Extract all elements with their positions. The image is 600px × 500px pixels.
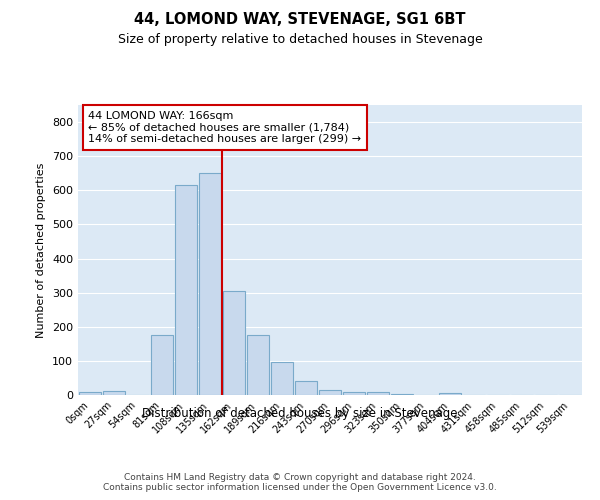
Bar xyxy=(367,392,389,395)
Bar xyxy=(103,390,125,395)
Y-axis label: Number of detached properties: Number of detached properties xyxy=(37,162,46,338)
Bar xyxy=(391,394,413,395)
Bar xyxy=(247,336,269,395)
Bar xyxy=(175,185,197,395)
Text: 44 LOMOND WAY: 166sqm
← 85% of detached houses are smaller (1,784)
14% of semi-d: 44 LOMOND WAY: 166sqm ← 85% of detached … xyxy=(88,111,361,144)
Bar xyxy=(271,362,293,395)
Bar xyxy=(343,392,365,395)
Bar xyxy=(79,392,101,395)
Text: Contains HM Land Registry data © Crown copyright and database right 2024.
Contai: Contains HM Land Registry data © Crown c… xyxy=(103,472,497,492)
Bar xyxy=(319,390,341,395)
Bar xyxy=(295,380,317,395)
Bar xyxy=(151,336,173,395)
Bar xyxy=(439,394,461,395)
Text: Distribution of detached houses by size in Stevenage: Distribution of detached houses by size … xyxy=(142,408,458,420)
Text: Size of property relative to detached houses in Stevenage: Size of property relative to detached ho… xyxy=(118,33,482,46)
Bar xyxy=(199,173,221,395)
Text: 44, LOMOND WAY, STEVENAGE, SG1 6BT: 44, LOMOND WAY, STEVENAGE, SG1 6BT xyxy=(134,12,466,28)
Bar xyxy=(223,291,245,395)
